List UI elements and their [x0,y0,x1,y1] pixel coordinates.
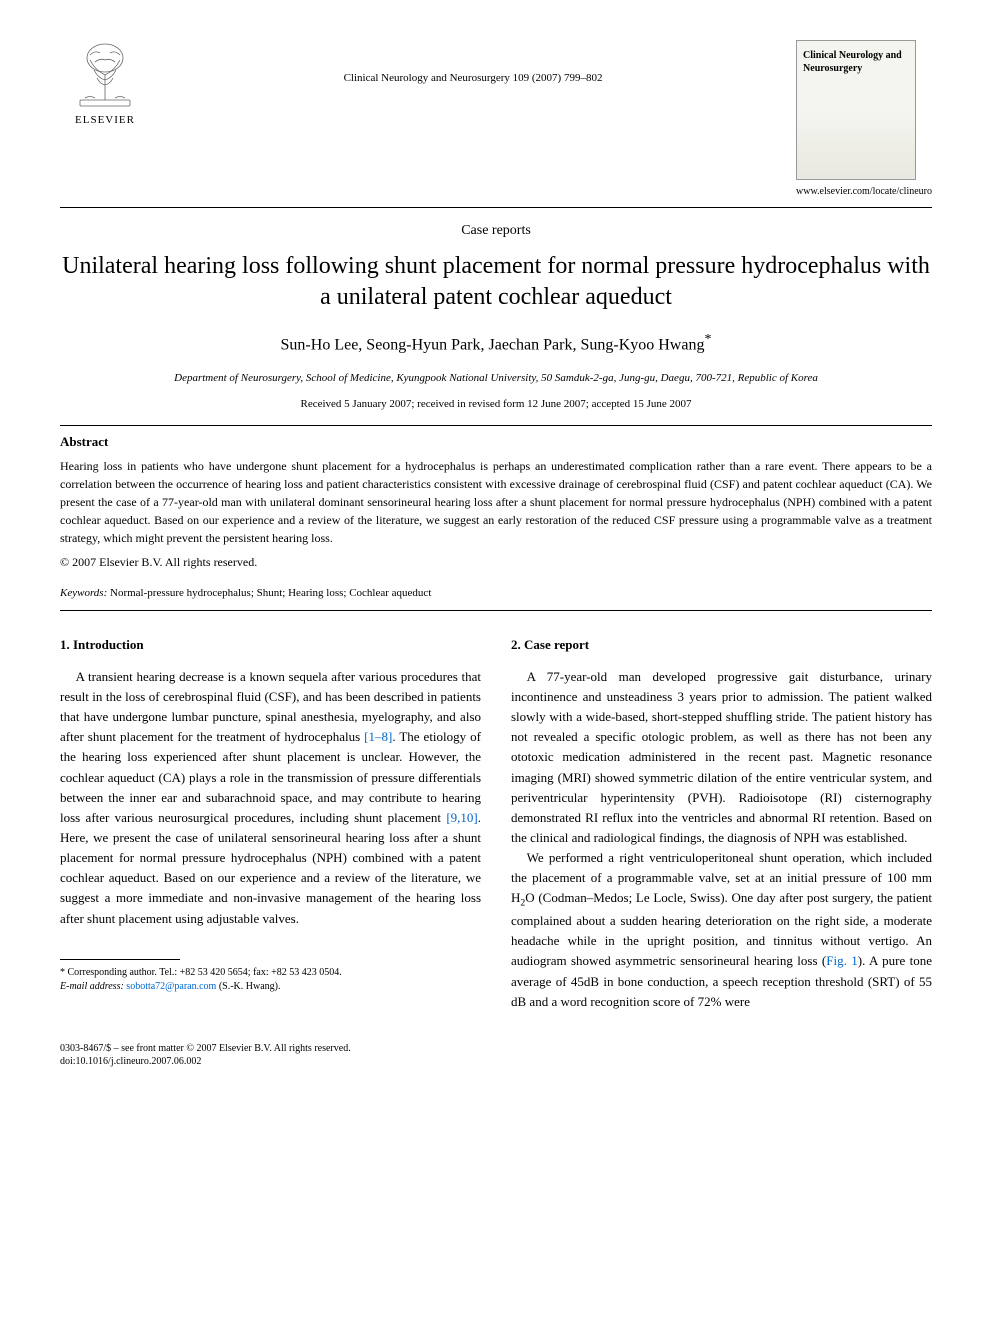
affiliation: Department of Neurosurgery, School of Me… [60,370,932,387]
ref-link-9-10[interactable]: [9,10] [446,810,477,825]
abstract-text: Hearing loss in patients who have underg… [60,457,932,547]
email-label: E-mail address: [60,981,124,992]
article-type: Case reports [60,220,932,241]
keywords-label: Keywords: [60,587,107,599]
abstract-heading: Abstract [60,432,932,452]
body-columns: 1. Introduction A transient hearing decr… [60,635,932,1012]
email-suffix: (S.-K. Hwang). [219,981,281,992]
author-names: Sun-Ho Lee, Seong-Hyun Park, Jaechan Par… [281,337,705,354]
locate-url: www.elsevier.com/locate/clineuro [796,184,932,199]
case-heading: 2. Case report [511,635,932,655]
corresponding-footnote: * Corresponding author. Tel.: +82 53 420… [60,966,481,994]
intro-heading: 1. Introduction [60,635,481,655]
abstract-copyright: © 2007 Elsevier B.V. All rights reserved… [60,553,932,571]
right-column: 2. Case report A 77-year-old man develop… [511,635,932,1012]
doi-line: doi:10.1016/j.clineuro.2007.06.002 [60,1055,932,1068]
article-dates: Received 5 January 2007; received in rev… [60,396,932,413]
corr-phone-fax: * Corresponding author. Tel.: +82 53 420… [60,966,481,980]
intro-paragraph: A transient hearing decrease is a known … [60,667,481,929]
case-paragraph-2: We performed a right ventriculoperitonea… [511,848,932,1012]
publisher-logo: ELSEVIER [60,40,150,129]
keywords-text: Normal-pressure hydrocephalus; Shunt; He… [110,587,431,599]
authors: Sun-Ho Lee, Seong-Hyun Park, Jaechan Par… [60,329,932,357]
article-title: Unilateral hearing loss following shunt … [60,251,932,313]
keywords: Keywords: Normal-pressure hydrocephalus;… [60,585,932,602]
case-paragraph-1: A 77-year-old man developed progressive … [511,667,932,848]
rule-above-abstract [60,425,932,426]
fig-1-link[interactable]: Fig. 1 [826,953,858,968]
journal-box-title: Clinical Neurology and Neurosurgery [803,49,909,75]
publisher-name: ELSEVIER [75,112,135,129]
footer: 0303-8467/$ – see front matter © 2007 El… [60,1042,932,1068]
issn-line: 0303-8467/$ – see front matter © 2007 El… [60,1042,932,1055]
header-row: ELSEVIER Clinical Neurology and Neurosur… [60,40,932,199]
ref-link-1-8[interactable]: [1–8] [364,729,392,744]
rule-top [60,207,932,208]
journal-citation: Clinical Neurology and Neurosurgery 109 … [150,40,796,87]
intro-text-c: . Here, we present the case of unilatera… [60,810,481,926]
email-link[interactable]: sobotta72@paran.com [126,981,216,992]
corresponding-mark: * [704,332,711,347]
elsevier-tree-icon [70,40,140,110]
footnote-separator [60,959,180,960]
rule-below-keywords [60,610,932,611]
journal-cover-box: Clinical Neurology and Neurosurgery www.… [796,40,932,199]
left-column: 1. Introduction A transient hearing decr… [60,635,481,1012]
